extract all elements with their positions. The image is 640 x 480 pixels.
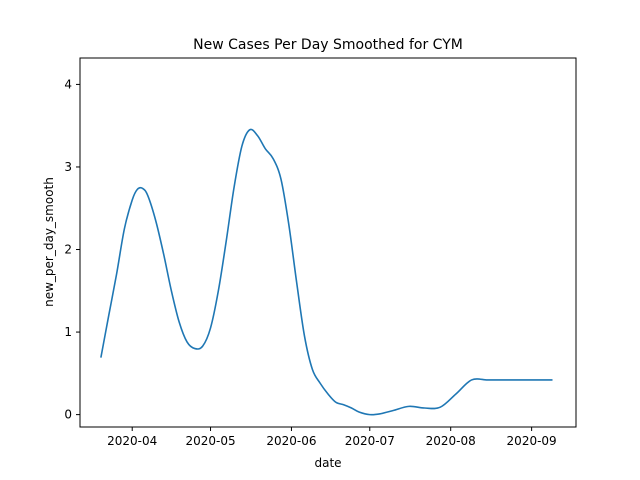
x-axis-label: date xyxy=(314,456,341,470)
y-tick-label: 4 xyxy=(64,77,72,91)
y-tick-label: 2 xyxy=(64,243,72,257)
y-tick-label: 3 xyxy=(64,160,72,174)
x-axis: 2020-04 2020-05 2020-06 2020-07 2020-08 2020-… xyxy=(107,427,557,448)
x-tick-label: 2020-05 xyxy=(185,434,235,448)
x-tick-label: 2020-08 xyxy=(426,434,476,448)
x-tick-label: 2020-06 xyxy=(266,434,316,448)
chart-title: New Cases Per Day Smoothed for CYM xyxy=(193,37,463,53)
plot-frame xyxy=(79,57,577,428)
y-tick-label: 0 xyxy=(64,408,72,422)
x-tick-label: 2020-04 xyxy=(107,434,157,448)
y-tick-label: 1 xyxy=(64,325,72,339)
y-axis-label: new_per_day_smooth xyxy=(42,177,56,307)
y-axis: 0 1 2 3 4 xyxy=(64,77,80,422)
series-line xyxy=(100,128,553,416)
x-tick-label: 2020-07 xyxy=(345,434,395,448)
x-tick-label: 2020-09 xyxy=(507,434,557,448)
